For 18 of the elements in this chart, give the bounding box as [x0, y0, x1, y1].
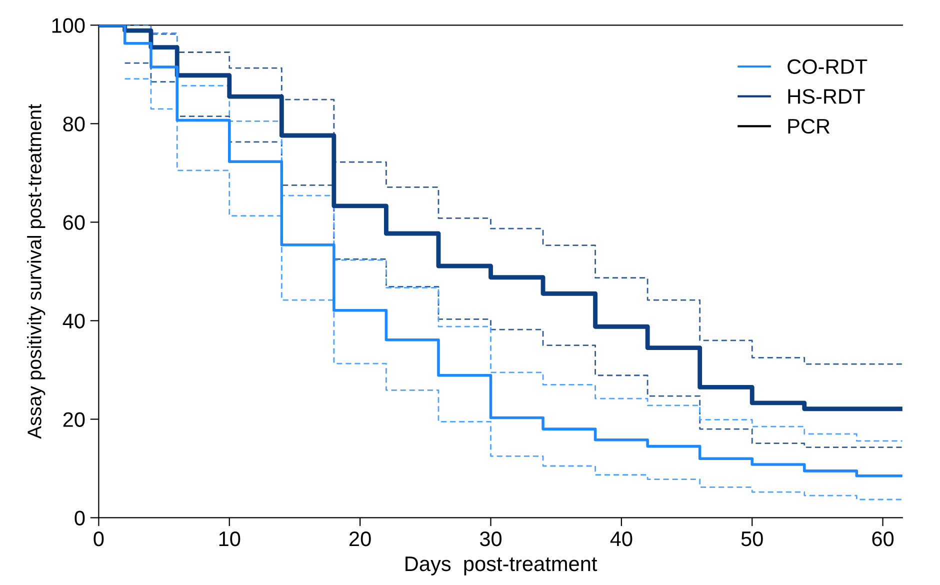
y-tick-label: 20	[63, 412, 85, 427]
x-tick-label: 30	[480, 531, 502, 546]
y-tick-label: 80	[63, 116, 85, 132]
x-axis-title: Days post-treatment	[406, 556, 598, 576]
y-axis-title: Assay positivity survival post-treatment	[27, 104, 46, 439]
x-tick-label: 0	[94, 531, 104, 546]
y-tick-label: 100	[52, 18, 85, 33]
y-tick-label: 40	[62, 314, 85, 328]
legend-label: HS-RDT	[788, 89, 865, 104]
x-tick-label: 50	[741, 531, 763, 546]
x-tick-label: 10	[219, 531, 240, 546]
x-tick-label: 40	[610, 531, 632, 546]
legend-label: CO-RDT	[788, 59, 868, 74]
y-tick-label: 60	[63, 215, 85, 230]
legend-label: PCR	[788, 118, 830, 134]
y-tick-label: 0	[74, 510, 85, 526]
x-tick-label: 60	[872, 531, 894, 546]
x-tick-label: 20	[350, 531, 371, 546]
